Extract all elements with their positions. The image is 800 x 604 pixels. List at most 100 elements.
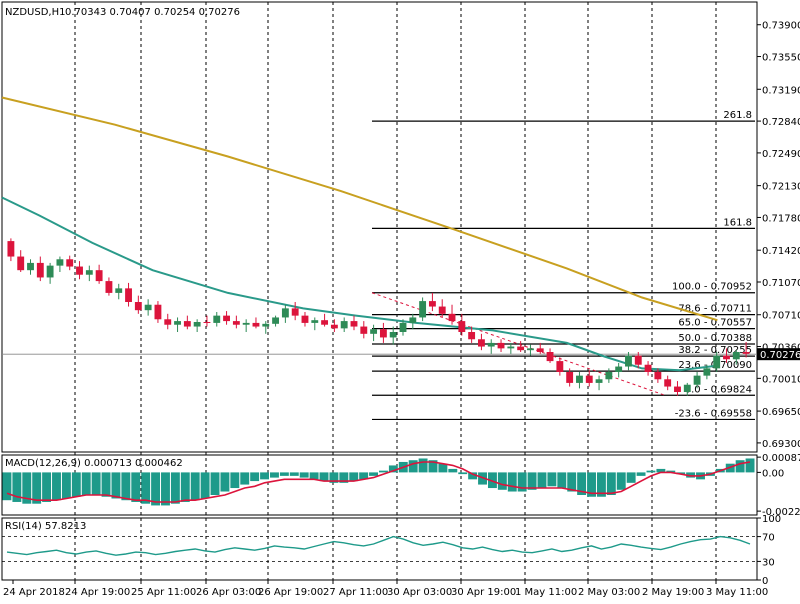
axes: 24 Apr 2018 24 Apr 19:00 25 Apr 11:00 26 Ap… [3,21,800,598]
candle-body [27,262,34,271]
candle-body [634,355,642,365]
price-tick-label: 0.69650 [762,407,800,418]
macd-histogram-bar [170,472,180,504]
macd-histogram-bar [557,472,567,489]
price-tick-label: 0.73190 [762,85,800,96]
macd-histogram-bar [527,472,537,490]
macd-histogram-bar [606,472,616,495]
candle-body [468,332,476,340]
macd-histogram-bar [497,472,507,490]
fib-level-label: 38.2 - 0.70255 [678,345,752,356]
candle-body [7,241,15,257]
candle-body [252,322,260,327]
time-tick-label: 2 May 19:00 [642,587,704,598]
symbol-header: NZDUSD,H1 [5,7,65,18]
macd-histogram-bar [250,472,260,482]
macd-histogram-bar [101,472,111,497]
candle-body [732,352,740,360]
price-tick-label: 0.70360 [762,343,800,354]
macd-histogram-bar [587,472,596,497]
candle-body [517,346,525,351]
candle-body [46,265,54,278]
price-tick-label: 0.70710 [762,311,800,322]
macd-histogram-bar [478,472,487,485]
macd-histogram-bar [428,460,438,473]
fib-level-label: 100.0 - 0.70952 [672,282,752,293]
macd-histogram-bar [596,472,606,497]
macd-histogram-bar [270,472,279,478]
macd-histogram-bar [636,472,646,476]
candle-body [213,315,221,323]
candle-body [605,372,613,380]
price-tick-label: 0.71070 [762,278,800,289]
time-tick-label: 24 Apr 2018 [3,587,65,598]
candle-body [95,270,103,282]
fib-level-label: 261.8 [723,110,752,121]
macd-histogram-bar [32,472,42,504]
candle-body [438,306,446,314]
macd-histogram-bar [676,472,686,475]
macd-histogram-bar [487,472,497,489]
candle-body [56,259,64,266]
macd-histogram-bar [448,468,458,473]
candle-body [566,372,574,383]
macd-histogram-bar [408,460,418,473]
candle-body [223,315,230,322]
fib-trendline [371,292,666,396]
candle-body [389,332,397,338]
macd-panel [2,458,755,506]
current-price-tag [757,348,800,361]
rsi-tick-label: 70 [762,533,775,544]
candle-body [281,308,289,318]
candle-body [683,384,691,392]
moving-averages [1,96,718,372]
macd-histogram-bar [161,472,170,506]
fast-moving-average [1,196,718,372]
macd-histogram-bar [537,472,547,489]
macd-histogram-bar [418,458,428,473]
candle-body [556,361,564,372]
rsi-tick-label: 30 [762,557,775,568]
candle-body [654,372,662,380]
price-tick-label: 0.70010 [762,374,800,385]
price-tick-label: 0.73550 [762,53,800,64]
candle-body [507,346,515,349]
candle-body [321,320,329,325]
candle-body [399,322,407,332]
macd-histogram-bar [339,472,349,483]
candle-body [536,348,544,352]
candle-body [595,379,603,383]
rsi-line [6,535,751,556]
candle-body [262,323,270,327]
macd-histogram-bar [438,463,448,473]
candle-body [85,270,93,275]
macd-histogram-bar [81,472,91,495]
macd-histogram-bar [200,472,210,499]
candle-body [419,301,427,318]
ohlc-header: 0.70343 0.70407 0.70254 0.70276 [65,7,240,18]
candle-body [674,386,681,392]
macd-histogram-bar [329,472,339,483]
fib-level-label: -23.6 - 0.69558 [675,408,752,419]
macd-histogram-bar [547,472,557,487]
candle-body [164,319,172,325]
candle-body [360,326,368,334]
candle-body [625,355,632,367]
macd-histogram-bar [151,472,161,506]
candle-body [458,321,466,332]
price-tick-label: 0.72490 [762,149,800,160]
macd-histogram-bar [111,472,121,499]
macd-histogram-bar [656,468,666,473]
vertical-gridlines [74,2,717,580]
candle-body [174,321,181,325]
candle-body [350,321,358,327]
candle-body [477,339,485,347]
slow-moving-average [1,96,718,322]
candle-body [615,366,623,372]
macd-histogram-bar [517,472,527,492]
macd-histogram-bar [507,472,517,492]
rsi-tick-label: 0 [762,576,768,587]
macd-histogram-bar [61,472,71,499]
macd-histogram-bar [141,472,151,504]
